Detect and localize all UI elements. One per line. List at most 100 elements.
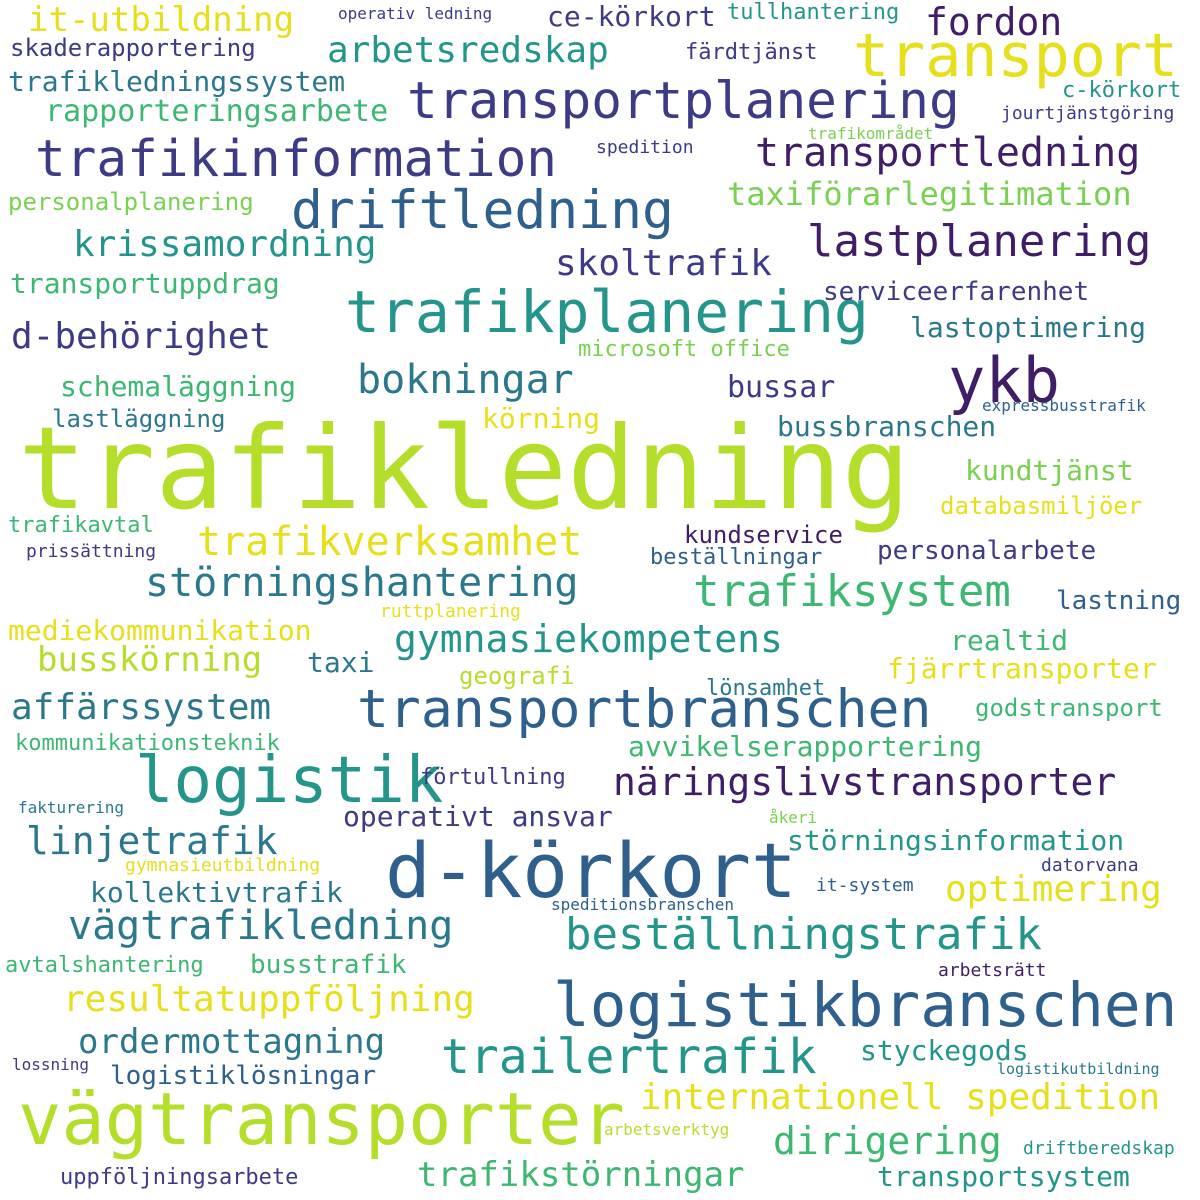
cloud-word-logistik: logistik [135,744,444,818]
cloud-word-driftberedskap: driftberedskap [1023,1138,1175,1159]
cloud-word-taxi: taxi [307,646,375,679]
cloud-word-jourtjanstgoring: jourtjänstgöring [1001,103,1175,124]
cloud-word-transportuppdrag: transportuppdrag [10,267,280,300]
cloud-word-prissattning: prissättning [26,541,157,562]
cloud-word-resultatuppfoljning: resultatuppföljning [63,979,475,1020]
cloud-word-dirigering: dirigering [773,1119,1002,1163]
cloud-word-uppfoljningsarbete: uppföljningsarbete [60,1165,299,1190]
cloud-word-vagtrafikledning: vägtrafikledning [68,903,454,949]
cloud-word-bokningar: bokningar [357,357,574,403]
cloud-word-trafikplanering: trafikplanering [345,278,869,346]
cloud-word-bestallningstrafik: beställningstrafik [565,909,1042,960]
cloud-word-operativ-ledning: operativ ledning [338,4,493,23]
cloud-word-spedition: spedition [596,137,694,158]
cloud-word-logistiklosningar: logistiklösningar [110,1061,377,1091]
cloud-word-lossning: lossning [12,1055,90,1074]
cloud-word-ruttplanering: ruttplanering [380,601,521,622]
cloud-word-d-korkort: d-körkort [385,826,797,915]
cloud-word-it-utbildning: it-utbildning [28,0,295,40]
cloud-word-affarssystem: affärssystem [11,687,272,728]
cloud-word-lastlaggning: lastläggning [52,405,226,433]
cloud-word-trafikomradet: trafikområdet [808,124,934,143]
cloud-word-operativt-ansvar: operativt ansvar [343,800,613,833]
cloud-word-busskorning: busskörning [37,640,263,680]
cloud-word-trafikledningssystem: trafikledningssystem [8,65,346,98]
cloud-word-trailertrafik: trailertrafik [441,1029,817,1085]
cloud-word-lastoptimering: lastoptimering [910,311,1147,344]
cloud-word-driftledning: driftledning [291,180,674,241]
cloud-word-transportplanering: transportplanering [407,72,960,131]
cloud-word-transportledning: transportledning [755,130,1141,176]
cloud-word-storningsinformation: störningsinformation [787,824,1125,857]
cloud-word-arbetsratt: arbetsrätt [938,960,1047,981]
cloud-word-realtid: realtid [950,624,1069,657]
cloud-word-storningshantering: störningshantering [145,560,579,606]
cloud-word-lastning: lastning [1056,586,1182,616]
cloud-word-personalarbete: personalarbete [877,536,1097,566]
cloud-word-kundservice: kundservice [684,521,843,549]
cloud-word-gymnasieutbildning: gymnasieutbildning [125,855,321,876]
cloud-word-bestallningar: beställningar [650,545,823,570]
cloud-word-mediekommunikation: mediekommunikation [8,614,312,647]
cloud-word-arbetsredskap: arbetsredskap [327,30,609,71]
cloud-word-microsoft-office: microsoft office [578,337,790,362]
cloud-word-godstransport: godstransport [975,694,1163,722]
cloud-word-tullhantering: tullhantering [727,0,900,25]
cloud-word-trafikstorningar: trafikstörningar [417,1155,745,1195]
cloud-word-naringslivstransporter: näringslivstransporter [613,760,1117,804]
cloud-word-korning: körning [482,402,601,435]
cloud-word-personalplanering: personalplanering [8,188,254,216]
cloud-word-ordermottagning: ordermottagning [78,1022,386,1062]
cloud-word-skoltrafik: skoltrafik [555,243,772,284]
cloud-word-gymnasiekompetens: gymnasiekompetens [394,617,783,661]
cloud-word-avvikelserapportering: avvikelserapportering [628,730,983,763]
cloud-word-trafikavtal: trafikavtal [8,513,154,538]
cloud-word-ykb: ykb [948,344,1060,417]
cloud-word-datorvana: datorvana [1041,855,1139,876]
cloud-word-trafikledning: trafikledning [18,402,911,535]
cloud-word-kollektivtrafik: kollektivtrafik [90,876,343,909]
cloud-word-fjarrtransporter: fjärrtransporter [887,652,1157,685]
cloud-word-transportsystem: transportsystem [877,1160,1130,1193]
cloud-word-kommunikationsteknik: kommunikationsteknik [15,731,280,756]
cloud-word-fakturering: fakturering [18,798,124,817]
cloud-word-taxiforarlegitimation: taxiförarlegitimation [727,175,1132,213]
cloud-word-styckegods: styckegods [860,1034,1029,1067]
cloud-word-arbetsverktyg: arbetsverktyg [604,1120,730,1139]
cloud-word-d-behorighet: d-behörighet [11,316,272,357]
cloud-word-skaderapportering: skaderapportering [10,34,256,62]
cloud-word-bussar: bussar [727,370,836,405]
cloud-word-databasmiljoer: databasmiljöer [940,492,1143,520]
cloud-word-linjetrafik: linjetrafik [26,819,278,863]
cloud-word-trafiksystem: trafiksystem [693,566,1011,617]
cloud-word-lastplanering: lastplanering [807,216,1152,267]
cloud-word-krissamordning: krissamordning [73,224,377,265]
cloud-word-lonsamhet: lönsamhet [706,676,826,701]
cloud-word-geografi: geografi [459,662,575,690]
cloud-word-avtalshantering: avtalshantering [5,953,204,978]
cloud-word-vagtransporter: vägtransporter [18,1077,625,1161]
cloud-word-transportbranschen: transportbranschen [357,679,932,740]
cloud-word-trafikinformation: trafikinformation [35,130,557,189]
cloud-word-trafikverksamhet: trafikverksamhet [197,519,583,565]
cloud-word-c-korkort: c-körkort [1062,78,1182,103]
cloud-word-speditionsbranschen: speditionsbranschen [551,895,735,914]
cloud-word-internationell-spedition: internationell spedition [640,1077,1161,1118]
cloud-word-it-system: it-system [816,875,914,896]
cloud-word-bussbranschen: bussbranschen [777,410,997,443]
cloud-word-akeri: åkeri [769,808,818,827]
cloud-word-fardtjanst: färdtjänst [685,40,818,65]
cloud-word-logistikbranschen: logistikbranschen [553,970,1178,1041]
cloud-word-busstrafik: busstrafik [250,950,407,980]
cloud-word-optimering: optimering [945,869,1162,910]
cloud-word-logistikutbildning: logistikutbildning [997,1060,1160,1078]
cloud-word-kundtjanst: kundtjänst [965,454,1134,487]
cloud-word-rapporteringsarbete: rapporteringsarbete [45,94,389,129]
cloud-word-serviceerfarenhet: serviceerfarenhet [823,277,1090,307]
cloud-word-fordon: fordon [925,0,1063,44]
cloud-word-expressbusstrafik: expressbusstrafik [982,396,1146,415]
cloud-word-transport: transport [853,21,1179,91]
cloud-word-ce-korkort: ce-körkort [547,0,716,33]
cloud-word-schemalaggning: schemaläggning [60,370,297,403]
